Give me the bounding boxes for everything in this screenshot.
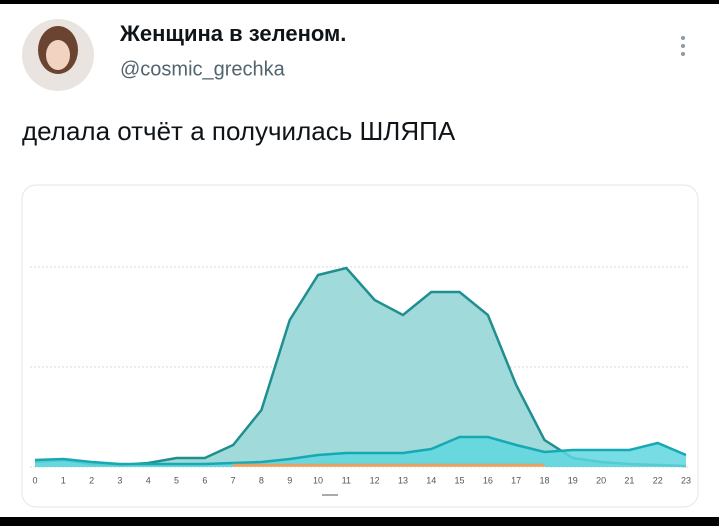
x-tick-label: 11 [342, 475, 351, 485]
x-tick-label: 16 [483, 475, 493, 485]
more-menu[interactable] [681, 36, 685, 56]
x-tick-label: 15 [455, 475, 465, 485]
x-tick-label: 20 [596, 475, 606, 485]
chart: 0 1 2 3 4 5 6 7 8 9 10 11 12 13 14 15 16 17 18 19 20 21 22 23 [30, 266, 691, 485]
scrollbar [322, 494, 338, 496]
area [35, 437, 686, 467]
x-tick-label: 22 [653, 475, 663, 485]
x-tick-label: 8 [259, 475, 264, 485]
x-tick-label: 17 [511, 475, 521, 485]
x-tick-label: 5 [174, 475, 179, 485]
x-tick-label: 23 [681, 475, 691, 485]
x-tick-label: 12 [370, 475, 380, 485]
x-tick-label: 1 [61, 475, 66, 485]
top-border [0, 0, 719, 4]
x-tick-label: 13 [398, 475, 408, 485]
x-tick-label: 4 [146, 475, 151, 485]
x-tick-label: 14 [426, 475, 436, 485]
display-name[interactable]: Женщина в зеленом. [119, 21, 346, 46]
x-tick-label: 3 [117, 475, 122, 485]
x-tick-label: 10 [313, 475, 323, 485]
x-tick-label: 21 [624, 475, 634, 485]
tweet-text: делала отчёт а получилась ШЛЯПА [22, 116, 456, 146]
x-tick-label: 2 [89, 475, 94, 485]
bottom-border [0, 517, 719, 526]
avatar-face [46, 40, 70, 70]
x-tick-label: 7 [231, 475, 236, 485]
handle[interactable]: @cosmic_grechka [120, 58, 286, 80]
x-tick-label: 0 [32, 475, 37, 485]
x-tick-label: 18 [539, 475, 549, 485]
x-tick-label: 6 [202, 475, 207, 485]
area [35, 268, 686, 467]
line [34, 435, 687, 466]
x-tick-label: 9 [287, 475, 292, 485]
x-tick-label: 19 [568, 475, 578, 485]
